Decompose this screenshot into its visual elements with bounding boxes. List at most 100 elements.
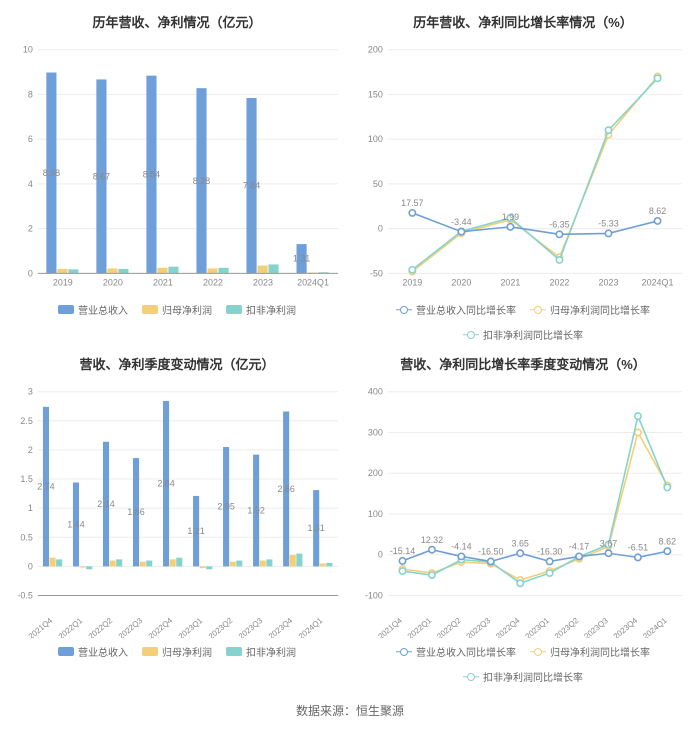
legend-bar: 营业总收入 归母净利润 扣非净利润 bbox=[8, 644, 346, 659]
legend-label: 扣非净利润同比增长率 bbox=[483, 669, 583, 684]
legend-swatch bbox=[226, 647, 242, 656]
svg-text:50: 50 bbox=[373, 179, 383, 189]
svg-text:0: 0 bbox=[378, 224, 383, 234]
svg-text:2022Q2: 2022Q2 bbox=[435, 616, 463, 638]
svg-text:-15.14: -15.14 bbox=[390, 546, 415, 556]
svg-text:2022Q4: 2022Q4 bbox=[494, 616, 522, 638]
svg-text:8.62: 8.62 bbox=[659, 536, 676, 546]
data-source-label: 数据来源：恒生聚源 bbox=[0, 692, 700, 733]
svg-text:2024Q1: 2024Q1 bbox=[297, 277, 329, 287]
svg-text:2022Q3: 2022Q3 bbox=[117, 616, 145, 638]
panel-annual-growth: 历年营收、净利同比增长率情况（%） -5005010015020017.57-3… bbox=[350, 4, 696, 346]
line-chart: -5005010015020017.57-3.441.99-6.35-5.338… bbox=[354, 41, 692, 296]
chart-area-bl: -0.500.511.522.532.742021Q41.442022Q12.1… bbox=[8, 383, 346, 638]
svg-text:1.44: 1.44 bbox=[67, 519, 84, 529]
svg-text:2023Q1: 2023Q1 bbox=[524, 616, 552, 638]
legend-line: 营业总收入同比增长率 归母净利润同比增长率 扣非净利润同比增长率 bbox=[354, 644, 692, 684]
legend-label: 归母净利润 bbox=[162, 302, 212, 317]
svg-text:1.5: 1.5 bbox=[20, 474, 32, 484]
chart-area-tr: -5005010015020017.57-3.441.99-6.35-5.338… bbox=[354, 41, 692, 296]
chart-grid: 历年营收、净利情况（亿元） 02468108.9820198.6720208.8… bbox=[0, 0, 700, 692]
legend-item-nonrecurring-profit: 扣非净利润 bbox=[226, 302, 296, 317]
legend-item-revenue: 营业总收入 bbox=[58, 302, 128, 317]
legend-label: 归母净利润 bbox=[162, 644, 212, 659]
svg-text:4: 4 bbox=[28, 179, 33, 189]
svg-text:2023Q1: 2023Q1 bbox=[177, 616, 205, 638]
legend-swatch bbox=[396, 305, 412, 315]
svg-text:2024Q1: 2024Q1 bbox=[297, 616, 325, 638]
svg-text:150: 150 bbox=[368, 89, 383, 99]
legend-label: 营业总收入同比增长率 bbox=[416, 644, 516, 659]
legend-swatch bbox=[463, 672, 479, 682]
svg-text:1.31: 1.31 bbox=[293, 254, 310, 264]
svg-text:2: 2 bbox=[28, 445, 33, 455]
svg-text:1.86: 1.86 bbox=[127, 507, 144, 517]
legend-label: 营业总收入同比增长率 bbox=[416, 302, 516, 317]
svg-text:2022Q1: 2022Q1 bbox=[57, 616, 85, 638]
svg-text:-100: -100 bbox=[365, 590, 383, 600]
svg-text:2023: 2023 bbox=[599, 277, 619, 287]
legend-swatch bbox=[530, 305, 546, 315]
legend-label: 扣非净利润 bbox=[246, 644, 296, 659]
svg-text:2024Q1: 2024Q1 bbox=[642, 277, 674, 287]
svg-text:2.05: 2.05 bbox=[217, 502, 234, 512]
svg-text:2.66: 2.66 bbox=[277, 484, 294, 494]
svg-text:17.57: 17.57 bbox=[401, 198, 423, 208]
svg-text:2019: 2019 bbox=[402, 277, 422, 287]
svg-text:7.84: 7.84 bbox=[243, 181, 260, 191]
svg-text:200: 200 bbox=[368, 45, 383, 55]
svg-text:2023Q3: 2023Q3 bbox=[582, 616, 610, 638]
svg-text:3: 3 bbox=[28, 387, 33, 397]
line-chart: -1000100200300400-15.1412.32-4.14-16.503… bbox=[354, 383, 692, 638]
chart-title: 历年营收、净利情况（亿元） bbox=[8, 12, 346, 31]
svg-text:200: 200 bbox=[368, 468, 383, 478]
legend-swatch bbox=[142, 305, 158, 314]
legend-swatch bbox=[226, 305, 242, 314]
chart-title: 营收、净利同比增长率季度变动情况（%） bbox=[354, 354, 692, 373]
legend-swatch bbox=[396, 647, 412, 657]
svg-text:-16.30: -16.30 bbox=[537, 546, 562, 556]
legend-swatch bbox=[58, 305, 74, 314]
bar-chart: 02468108.9820198.6720208.8420218.2820227… bbox=[8, 41, 346, 296]
svg-text:-4.14: -4.14 bbox=[451, 541, 471, 551]
svg-text:400: 400 bbox=[368, 387, 383, 397]
legend-bar: 营业总收入 归母净利润 扣非净利润 bbox=[8, 302, 346, 317]
svg-text:2020: 2020 bbox=[451, 277, 471, 287]
svg-text:2019: 2019 bbox=[53, 277, 73, 287]
legend-label: 扣非净利润 bbox=[246, 302, 296, 317]
svg-text:2021Q4: 2021Q4 bbox=[27, 616, 55, 638]
svg-text:0: 0 bbox=[28, 561, 33, 571]
legend-label: 归母净利润同比增长率 bbox=[550, 644, 650, 659]
svg-text:-4.17: -4.17 bbox=[569, 541, 589, 551]
svg-text:2023: 2023 bbox=[253, 277, 273, 287]
legend-item-nonrecurring-growth: 扣非净利润同比增长率 bbox=[463, 669, 583, 684]
legend-item-net-profit: 归母净利润 bbox=[142, 302, 212, 317]
legend-item-revenue-growth: 营业总收入同比增长率 bbox=[396, 302, 516, 317]
legend-swatch bbox=[530, 647, 546, 657]
chart-title: 历年营收、净利同比增长率情况（%） bbox=[354, 12, 692, 31]
chart-title: 营收、净利季度变动情况（亿元） bbox=[8, 354, 346, 373]
legend-item-nonrecurring-growth: 扣非净利润同比增长率 bbox=[463, 327, 583, 342]
legend-item-nonrecurring-profit: 扣非净利润 bbox=[226, 644, 296, 659]
svg-text:2.84: 2.84 bbox=[157, 479, 174, 489]
svg-text:0: 0 bbox=[378, 550, 383, 560]
legend-item-net-profit-growth: 归母净利润同比增长率 bbox=[530, 302, 650, 317]
svg-text:1.31: 1.31 bbox=[307, 523, 324, 533]
svg-text:1.99: 1.99 bbox=[502, 212, 519, 222]
legend-label: 营业总收入 bbox=[78, 644, 128, 659]
svg-text:2023Q4: 2023Q4 bbox=[612, 616, 640, 638]
svg-text:-16.50: -16.50 bbox=[478, 547, 503, 557]
svg-text:8.28: 8.28 bbox=[193, 176, 210, 186]
svg-text:-0.5: -0.5 bbox=[17, 590, 32, 600]
svg-text:1.92: 1.92 bbox=[247, 505, 264, 515]
panel-quarterly-revenue-profit: 营收、净利季度变动情况（亿元） -0.500.511.522.532.74202… bbox=[4, 346, 350, 688]
legend-label: 扣非净利润同比增长率 bbox=[483, 327, 583, 342]
svg-text:1: 1 bbox=[28, 503, 33, 513]
svg-text:2.14: 2.14 bbox=[97, 499, 114, 509]
svg-text:3.67: 3.67 bbox=[600, 538, 617, 548]
svg-text:12.32: 12.32 bbox=[421, 535, 443, 545]
svg-text:2022Q1: 2022Q1 bbox=[406, 616, 434, 638]
svg-text:0.5: 0.5 bbox=[20, 532, 32, 542]
legend-line: 营业总收入同比增长率 归母净利润同比增长率 扣非净利润同比增长率 bbox=[354, 302, 692, 342]
legend-label: 归母净利润同比增长率 bbox=[550, 302, 650, 317]
